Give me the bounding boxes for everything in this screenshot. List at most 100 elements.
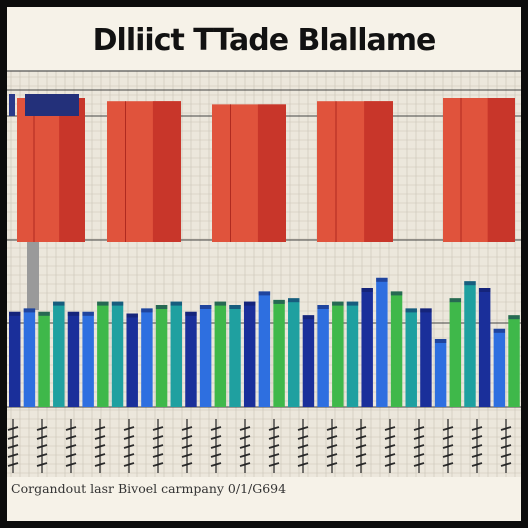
bottom-bar (229, 305, 241, 407)
top-bar-shade (364, 101, 393, 242)
bottom-bar-cap (449, 298, 462, 303)
x-tick-glyph (326, 419, 338, 473)
bottom-bar-cap (302, 315, 315, 320)
x-tick-glyph (268, 419, 280, 473)
bottom-bar-cap (288, 298, 300, 303)
bottom-bar-cap (420, 308, 432, 313)
bottom-bar (185, 311, 197, 407)
top-bar-shade (59, 98, 85, 242)
bottom-bar-cap (332, 301, 344, 306)
bottom-bar-cap (141, 308, 153, 313)
bottom-bar-cap (376, 277, 388, 282)
bottom-bar-cap (478, 288, 491, 292)
bottom-bar-cap (464, 281, 476, 286)
bottom-bar (53, 301, 65, 407)
bottom-bar-cap (214, 301, 227, 306)
chart-footer-caption: Corgandout lasr Bivoel carmpany 0/1/G694 (11, 481, 287, 496)
bottom-bar (258, 291, 271, 407)
x-tick-glyph (442, 419, 454, 473)
bottom-bar-cap (9, 311, 21, 316)
bottom-bar-cap (243, 301, 256, 306)
top-bar-shade (152, 101, 181, 242)
x-tick-glyph (94, 419, 106, 473)
x-tick-glyph (239, 419, 251, 473)
bottom-bar (97, 301, 109, 407)
bottom-bar-cap (155, 305, 168, 309)
bottom-bar-cap (97, 301, 109, 306)
bottom-bar-cap (361, 288, 373, 292)
bottom-bar-cap (434, 339, 447, 343)
bottom-bar-cap (317, 305, 329, 309)
bottom-bar (67, 311, 80, 407)
bottom-bar-cap (273, 299, 285, 304)
x-tick-glyph (413, 419, 425, 473)
bottom-bar (23, 308, 36, 407)
bottom-bar (508, 315, 520, 407)
bottom-bar (346, 301, 359, 407)
bottom-bar (434, 339, 447, 407)
bottom-bar (82, 311, 94, 407)
bottom-bar (273, 299, 285, 407)
bottom-bar-cap (258, 291, 271, 296)
bottom-bar-cap (111, 301, 124, 306)
chart-canvas (7, 70, 521, 477)
x-tick-glyph (210, 419, 222, 473)
x-tick-glyph (181, 419, 193, 473)
top-left-block (9, 94, 15, 116)
bottom-bar-cap (170, 301, 182, 306)
bottom-bar (199, 305, 212, 407)
bottom-bar (332, 301, 344, 407)
bottom-bar (141, 308, 153, 407)
bottom-bar (155, 305, 168, 407)
bottom-bar (214, 301, 227, 407)
bottom-bar (420, 308, 432, 407)
x-tick-glyph (152, 419, 164, 473)
grey-hanging-bar (27, 242, 39, 310)
x-tick-glyph (355, 419, 367, 473)
top-bar-shade (487, 98, 515, 242)
bottom-bar (302, 315, 315, 407)
bottom-bar (111, 301, 124, 407)
top-left-block (25, 94, 79, 116)
bottom-bar (317, 305, 329, 407)
x-tick-glyph (384, 419, 396, 473)
bottom-bar (126, 313, 138, 407)
bottom-bar-cap (67, 311, 80, 316)
x-tick-glyph (65, 419, 77, 473)
bottom-bar-cap (229, 305, 241, 309)
x-tick-glyph (500, 419, 512, 473)
bottom-bar (288, 298, 300, 407)
bottom-bar-cap (346, 301, 359, 306)
bottom-bar-cap (185, 311, 197, 316)
bottom-bar (38, 311, 50, 407)
bottom-bar (376, 277, 388, 407)
bottom-bar (478, 288, 491, 407)
chart-card: Dlliict TTade Blallame Corgandout lasr B… (7, 7, 521, 521)
x-tick-glyph (123, 419, 135, 473)
bottom-bar (9, 311, 21, 407)
bottom-bar-cap (23, 308, 36, 313)
bottom-bar-cap (508, 315, 520, 320)
bottom-bar (243, 301, 256, 407)
x-tick-glyph (36, 419, 48, 473)
bottom-bar (170, 301, 182, 407)
bottom-bar (361, 288, 373, 407)
bottom-bar (405, 308, 417, 407)
bottom-bar-cap (493, 328, 506, 333)
top-bar-shade (257, 104, 286, 243)
bottom-bar-cap (38, 311, 50, 316)
bottom-bar (493, 328, 506, 407)
bottom-bar-cap (390, 291, 403, 296)
bottom-bar (464, 281, 476, 407)
x-tick-glyph (7, 419, 19, 473)
chart-title: Dlliict TTade Blallame (92, 23, 437, 58)
x-tick-glyph (297, 419, 309, 473)
x-tick-glyph (471, 419, 483, 473)
bottom-bar-cap (126, 313, 138, 318)
bottom-bar-cap (199, 305, 212, 309)
bottom-bar-cap (405, 308, 417, 313)
bottom-bar-cap (82, 311, 94, 316)
bottom-bar-cap (53, 301, 65, 306)
bottom-bar (449, 298, 462, 407)
